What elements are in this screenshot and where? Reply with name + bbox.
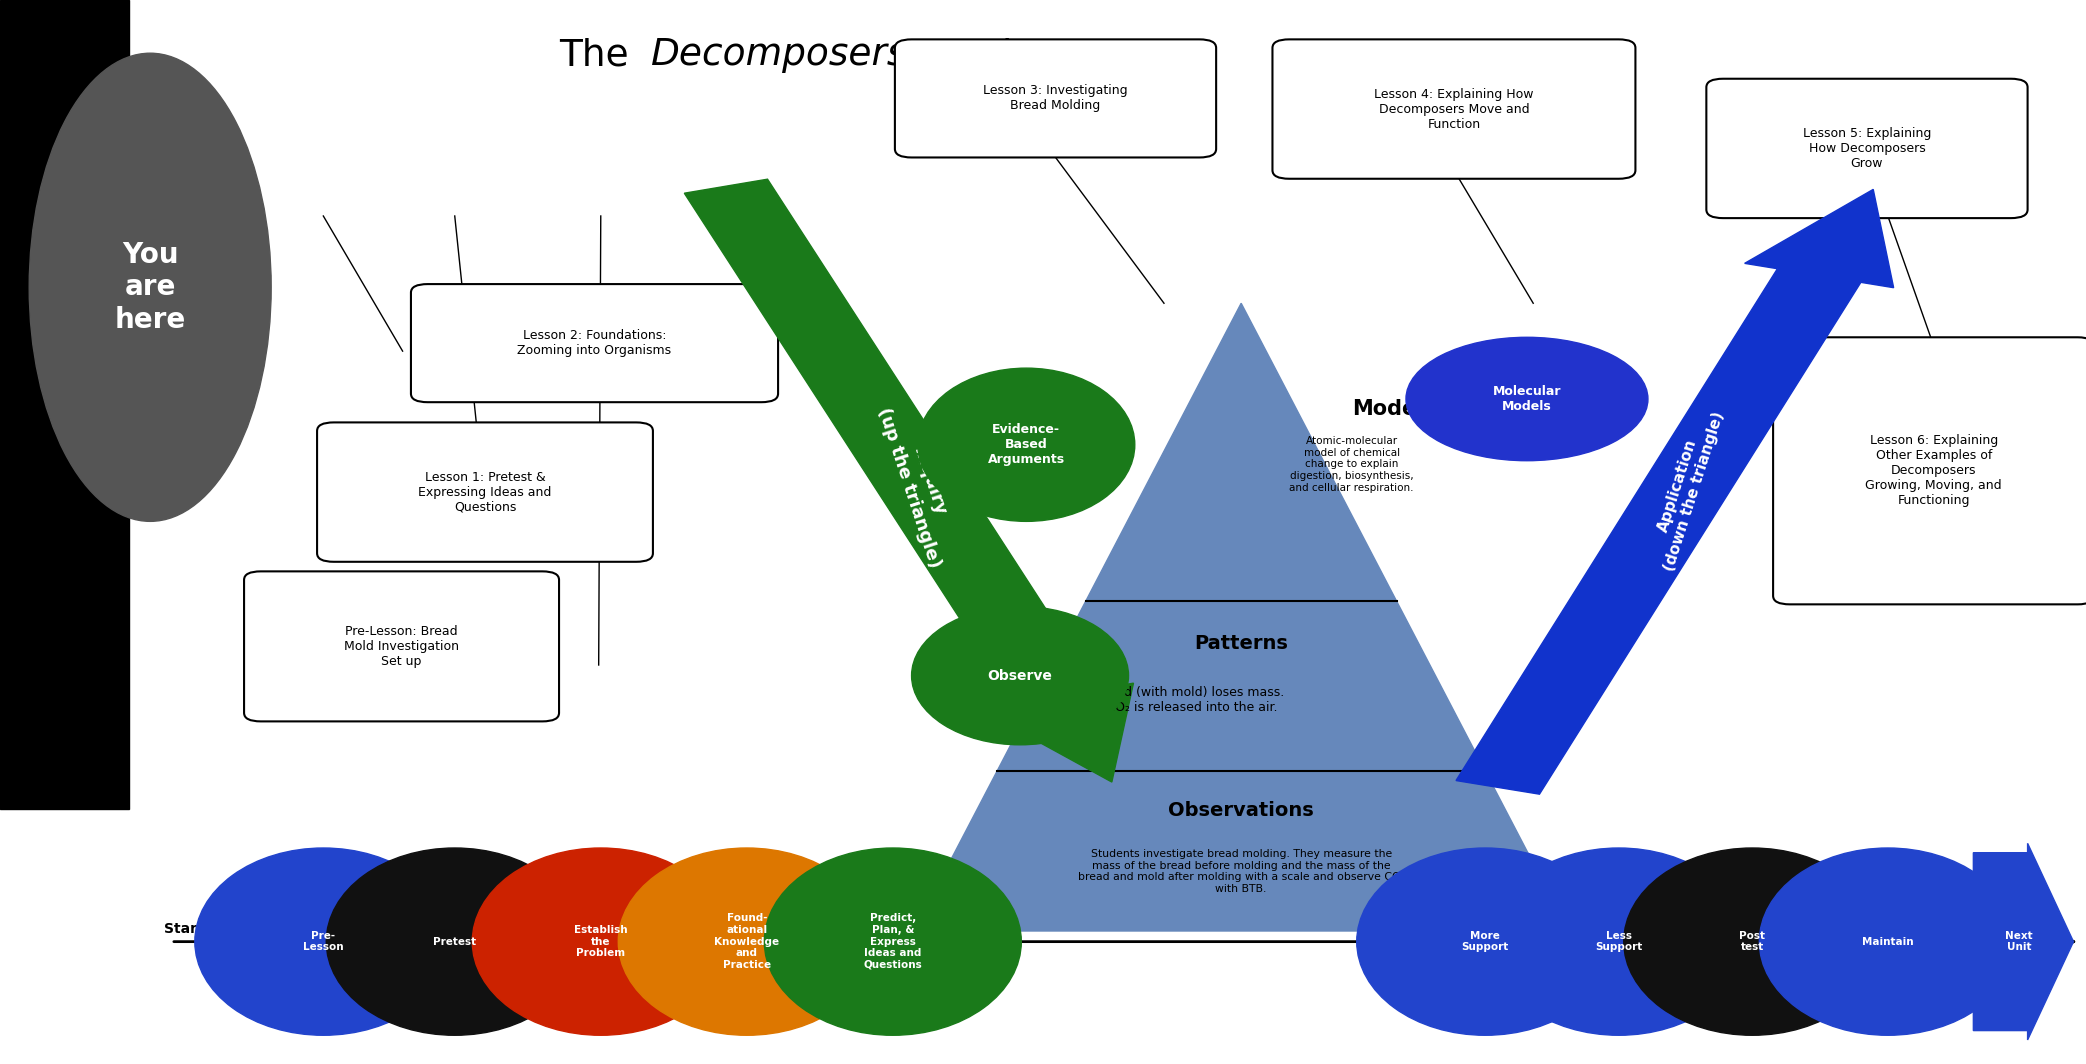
- Polygon shape: [1456, 189, 1894, 794]
- Text: Lesson 3: Investigating
Bread Molding: Lesson 3: Investigating Bread Molding: [983, 84, 1129, 113]
- Circle shape: [1406, 337, 1648, 461]
- Text: Application
(down the triangle): Application (down the triangle): [1644, 404, 1727, 572]
- Bar: [0, 0, 129, 809]
- Text: Predict,
Plan, &
Express
Ideas and
Questions: Predict, Plan, & Express Ideas and Quest…: [864, 913, 922, 970]
- Text: Next
Unit: Next Unit: [2005, 931, 2034, 952]
- Ellipse shape: [617, 848, 876, 1035]
- Text: Lesson 1: Pretest &
Expressing Ideas and
Questions: Lesson 1: Pretest & Expressing Ideas and…: [419, 470, 551, 514]
- FancyBboxPatch shape: [1706, 79, 2028, 218]
- Text: Atomic-molecular
model of chemical
change to explain
digestion, biosynthesis,
an: Atomic-molecular model of chemical chang…: [1289, 436, 1414, 493]
- Polygon shape: [684, 179, 1133, 782]
- Text: Evidence-
Based
Arguments: Evidence- Based Arguments: [989, 423, 1064, 466]
- Ellipse shape: [1489, 848, 1748, 1035]
- FancyBboxPatch shape: [1773, 337, 2086, 604]
- Ellipse shape: [471, 848, 730, 1035]
- Polygon shape: [914, 303, 1569, 931]
- Text: Establish
the
Problem: Establish the Problem: [574, 925, 628, 959]
- Text: Pretest: Pretest: [434, 936, 476, 947]
- FancyBboxPatch shape: [895, 39, 1216, 157]
- Text: Bread (with mold) loses mass.
• CO₂ is released into the air.: Bread (with mold) loses mass. • CO₂ is r…: [1095, 686, 1285, 714]
- FancyBboxPatch shape: [411, 284, 778, 402]
- Text: The: The: [559, 37, 640, 73]
- Text: Models: Models: [1352, 399, 1435, 419]
- Ellipse shape: [194, 848, 453, 1035]
- Text: Lesson 4: Explaining How
Decomposers Move and
Function: Lesson 4: Explaining How Decomposers Mov…: [1375, 87, 1533, 131]
- FancyBboxPatch shape: [1272, 39, 1635, 179]
- Text: Molecular
Models: Molecular Models: [1494, 385, 1560, 413]
- Ellipse shape: [918, 368, 1135, 521]
- Ellipse shape: [325, 848, 584, 1035]
- Text: Less
Support: Less Support: [1596, 931, 1642, 952]
- Text: Patterns: Patterns: [1193, 634, 1289, 653]
- Ellipse shape: [763, 848, 1022, 1035]
- Ellipse shape: [1623, 848, 1882, 1035]
- Text: Start: Start: [165, 922, 202, 936]
- Text: Unit: Unit: [939, 37, 1026, 73]
- Text: Found-
ational
Knowledge
and
Practice: Found- ational Knowledge and Practice: [713, 913, 780, 970]
- Text: Post
test: Post test: [1740, 931, 1765, 952]
- Text: Pre-
Lesson: Pre- Lesson: [302, 931, 344, 952]
- Text: Lesson 2: Foundations:
Zooming into Organisms: Lesson 2: Foundations: Zooming into Orga…: [517, 329, 672, 358]
- Text: Students investigate bread molding. They measure the
mass of the bread before mo: Students investigate bread molding. They…: [1078, 849, 1404, 894]
- Text: You
are
here: You are here: [115, 240, 186, 334]
- Ellipse shape: [1758, 848, 2017, 1035]
- FancyBboxPatch shape: [317, 422, 653, 562]
- Text: Lesson 5: Explaining
How Decomposers
Grow: Lesson 5: Explaining How Decomposers Gro…: [1802, 127, 1932, 170]
- FancyBboxPatch shape: [244, 571, 559, 721]
- Text: Inquiry
(up the triangle): Inquiry (up the triangle): [874, 398, 964, 570]
- Text: Observe: Observe: [987, 668, 1053, 683]
- Text: Pre-Lesson: Bread
Mold Investigation
Set up: Pre-Lesson: Bread Mold Investigation Set…: [344, 625, 459, 668]
- FancyArrow shape: [1973, 844, 2073, 1040]
- Ellipse shape: [1356, 848, 1615, 1035]
- Ellipse shape: [29, 53, 271, 521]
- Text: Decomposers: Decomposers: [651, 37, 907, 73]
- Text: Maintain: Maintain: [1863, 936, 1913, 947]
- Text: Observations: Observations: [1168, 801, 1314, 820]
- Text: Lesson 6: Explaining
Other Examples of
Decomposers
Growing, Moving, and
Function: Lesson 6: Explaining Other Examples of D…: [1865, 434, 2003, 508]
- Ellipse shape: [912, 606, 1129, 745]
- Text: More
Support: More Support: [1462, 931, 1508, 952]
